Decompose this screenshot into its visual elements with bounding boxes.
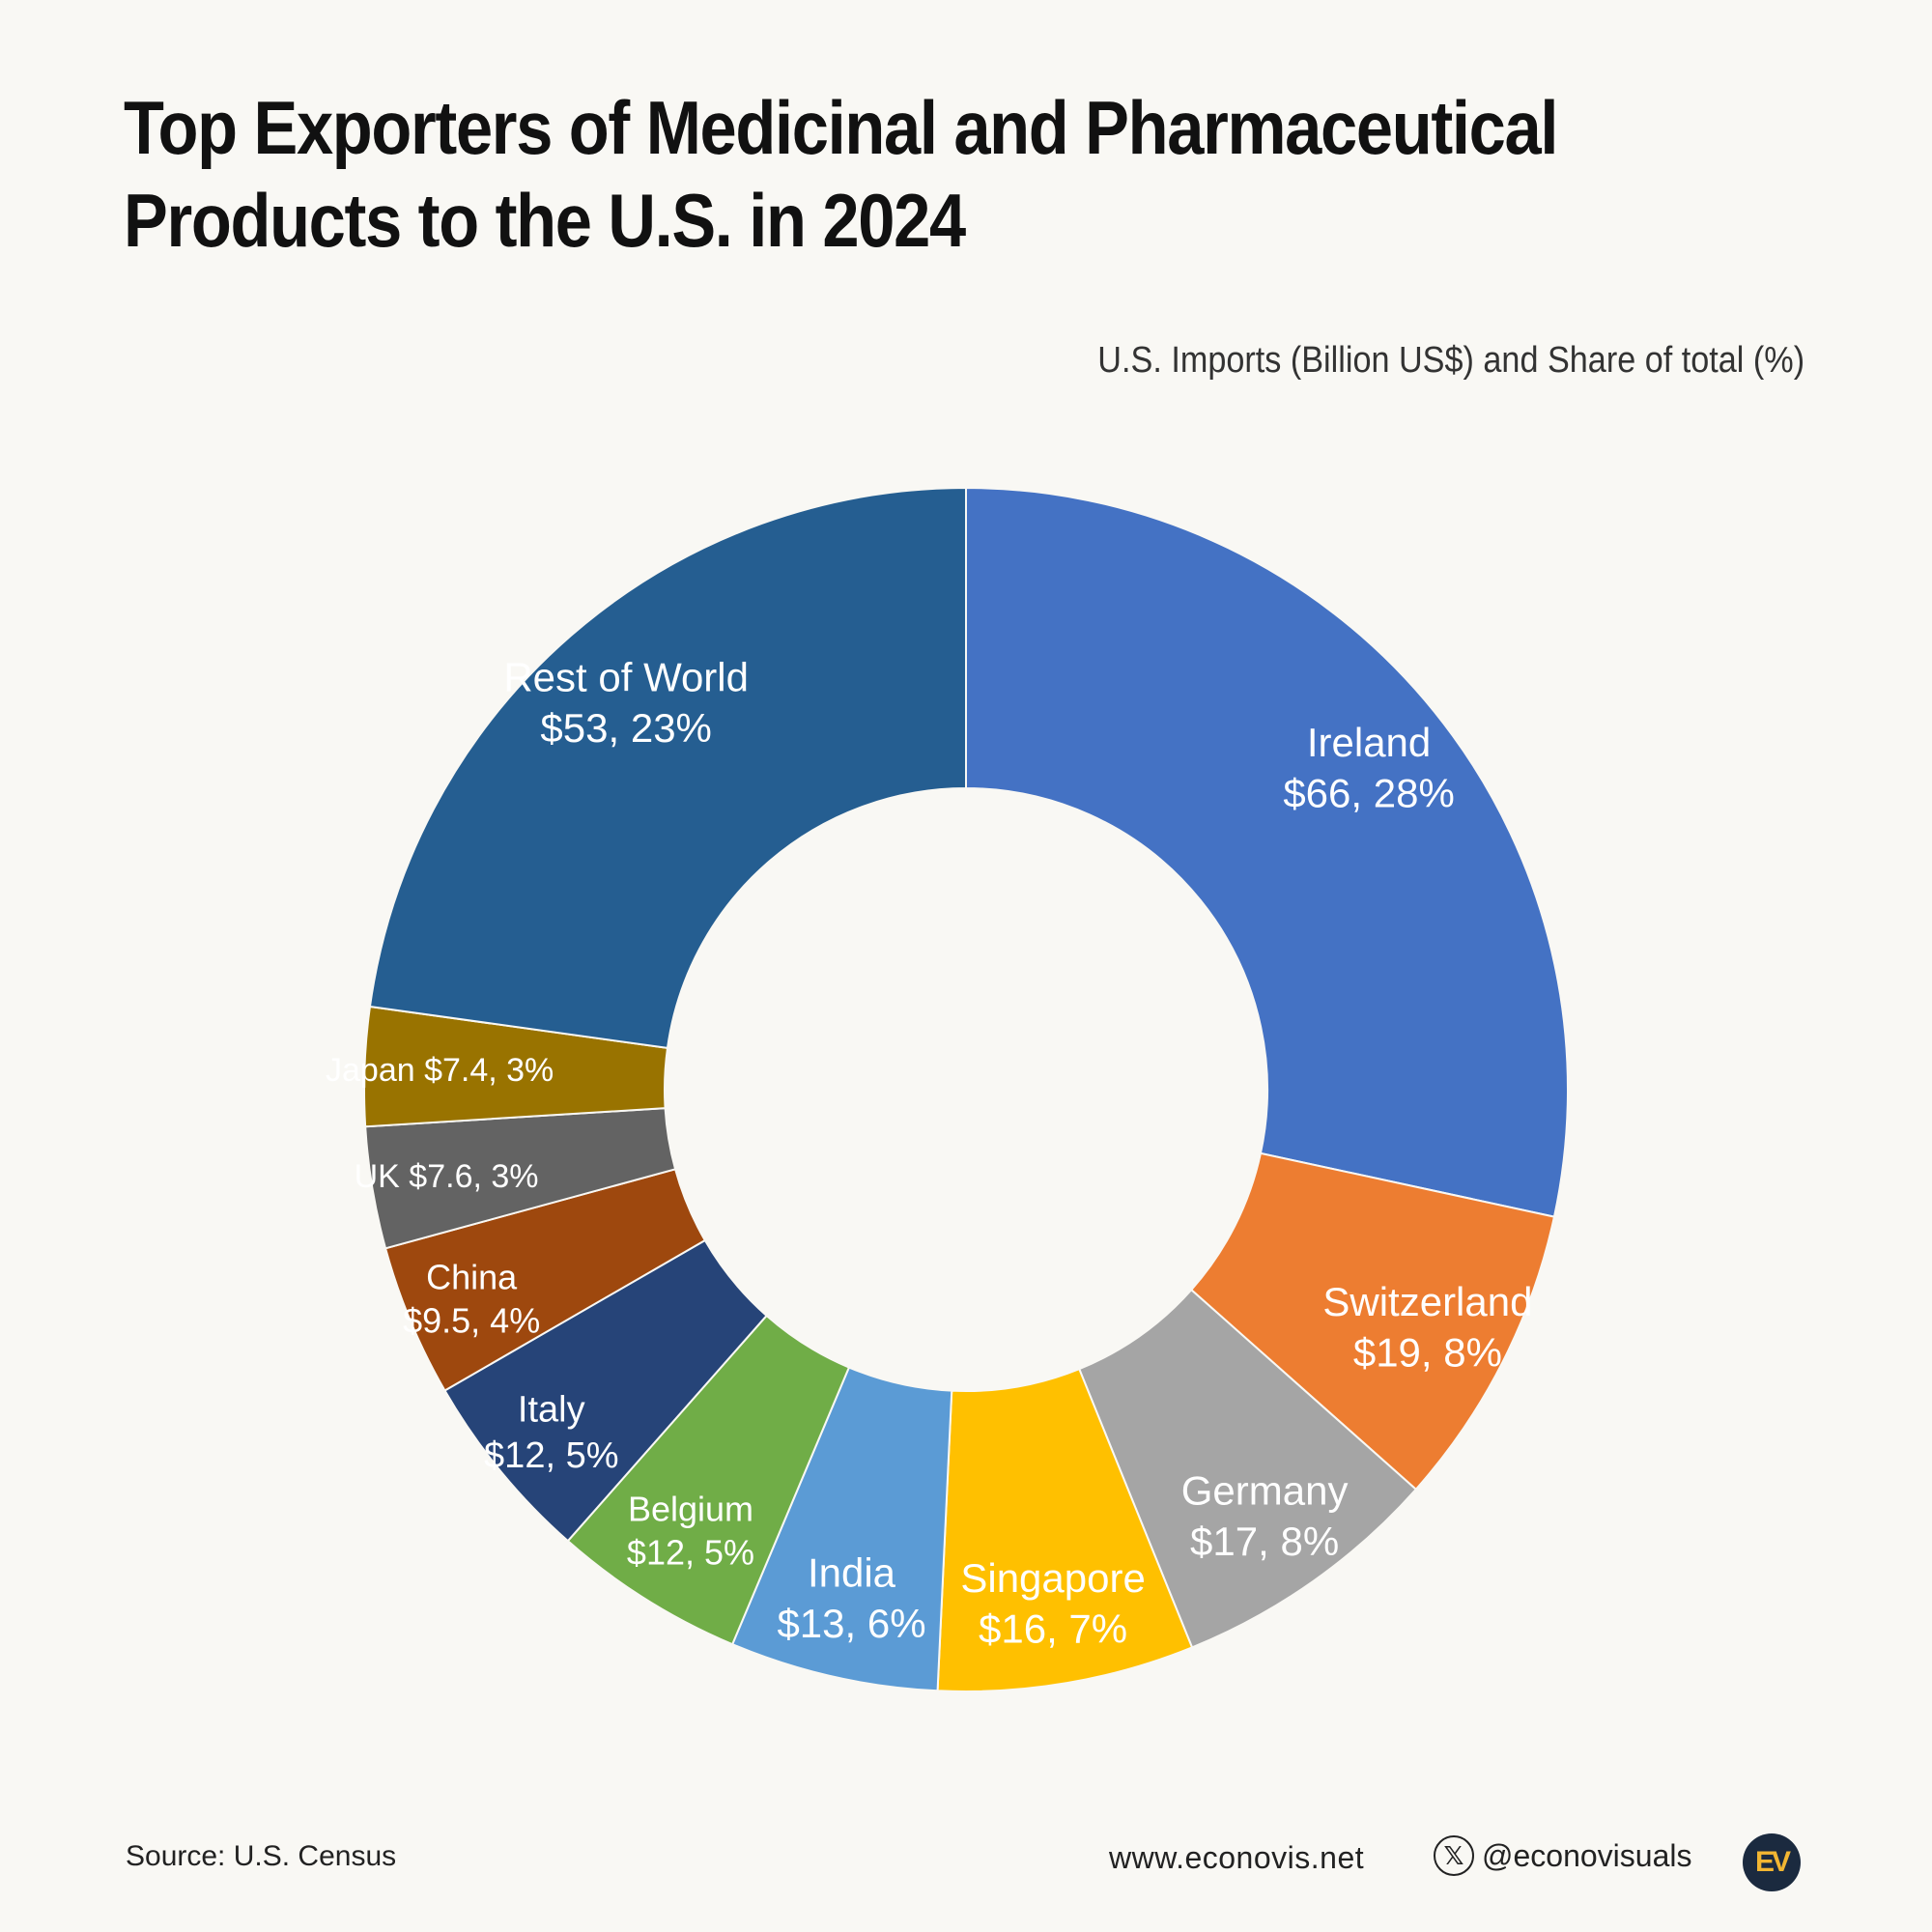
label-singapore: Singapore $16, 7%	[960, 1555, 1145, 1652]
label-name-italy: Italy	[518, 1390, 585, 1431]
label-india: India $13, 6%	[777, 1549, 925, 1646]
title-line-1: Top Exporters of Medicinal and Pharmaceu…	[124, 85, 1558, 170]
chart-subtitle: U.S. Imports (Billion US$) and Share of …	[1097, 340, 1804, 381]
label-value-china: $9.5, 4%	[403, 1300, 540, 1340]
social-handle-text: @econovisuals	[1482, 1837, 1692, 1873]
label-italy: Italy $12, 5%	[484, 1390, 618, 1477]
label-ireland: Ireland $66, 28%	[1283, 720, 1454, 816]
label-belgium: Belgium $12, 5%	[627, 1490, 754, 1573]
donut-slices	[363, 486, 1569, 1692]
label-value-ireland: $66, 28%	[1283, 771, 1454, 816]
label-name-japan: Japan $7.4, 3%	[326, 1052, 554, 1089]
social-handle[interactable]: 𝕏 @econovisuals	[1434, 1835, 1691, 1876]
website-link[interactable]: www.econovis.net	[1109, 1840, 1365, 1875]
label-uk: UK $7.6, 3%	[355, 1158, 539, 1195]
slice-rest-of-world	[368, 486, 967, 1050]
label-name-ireland: Ireland	[1307, 720, 1431, 765]
label-value-germany: $17, 8%	[1190, 1519, 1339, 1564]
label-china: China $9.5, 4%	[403, 1257, 540, 1340]
label-name-switzerland: Switzerland	[1322, 1279, 1532, 1324]
label-name-china: China	[426, 1257, 518, 1296]
label-name-rest-of-world: Rest of World	[503, 654, 749, 699]
label-rest-of-world: Rest of World $53, 23%	[503, 654, 749, 751]
label-value-rest-of-world: $53, 23%	[540, 705, 711, 751]
label-value-singapore: $16, 7%	[979, 1605, 1127, 1651]
label-name-germany: Germany	[1181, 1467, 1349, 1513]
label-name-india: India	[808, 1549, 896, 1595]
slice-switzerland	[1189, 1151, 1556, 1492]
label-value-belgium: $12, 5%	[627, 1533, 754, 1573]
label-name-uk: UK $7.6, 3%	[355, 1158, 539, 1195]
label-switzerland: Switzerland $19, 8%	[1322, 1279, 1532, 1376]
label-name-singapore: Singapore	[960, 1555, 1145, 1601]
label-value-italy: $12, 5%	[484, 1435, 618, 1476]
x-logo-icon: 𝕏	[1434, 1835, 1474, 1876]
label-germany: Germany $17, 8%	[1181, 1467, 1349, 1564]
label-name-belgium: Belgium	[628, 1490, 753, 1529]
donut-labels: Ireland $66, 28% Switzerland $19, 8% Germany…	[326, 654, 1532, 1651]
label-value-switzerland: $19, 8%	[1353, 1330, 1502, 1376]
brand-logo: EV	[1743, 1833, 1801, 1891]
label-japan: Japan $7.4, 3%	[326, 1052, 554, 1089]
chart-title: Top Exporters of Medicinal and Pharmaceu…	[124, 81, 1569, 267]
label-value-india: $13, 6%	[777, 1601, 925, 1646]
title-line-2: Products to the U.S. in 2024	[124, 178, 966, 263]
slice-ireland	[965, 486, 1569, 1218]
source-note: Source: U.S. Census	[126, 1840, 397, 1872]
